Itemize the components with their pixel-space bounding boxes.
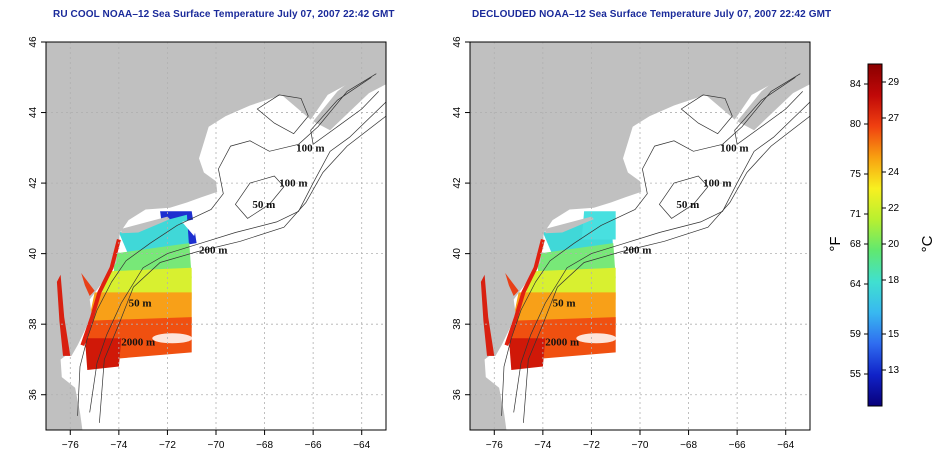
x-tick-label: −72 bbox=[583, 440, 600, 451]
map-layers: 100 m 100 m 50 m 200 m 50 m 2000 m −76 −74 −72 −7… bbox=[452, 36, 811, 451]
x-tick-label: −68 bbox=[680, 440, 697, 451]
x-tick-label: −74 bbox=[534, 440, 551, 451]
coastal-sst bbox=[80, 238, 121, 346]
sst-band bbox=[99, 267, 192, 300]
contour-label: 100 m bbox=[296, 142, 324, 154]
map-title-right: DECLOUDED NOAA–12 Sea Surface Temperatur… bbox=[472, 9, 832, 20]
sst-map-raw: 100 m 100 m 50 m 200 m 50 m 2000 m −76 −74 −72 −7… bbox=[28, 36, 387, 451]
isobath bbox=[77, 73, 377, 416]
x-tick-label: −76 bbox=[486, 440, 503, 451]
isobath bbox=[256, 94, 309, 135]
isobath bbox=[734, 77, 803, 145]
c-tick-label: 18 bbox=[888, 275, 900, 286]
bathymetry-contours bbox=[77, 73, 387, 423]
isobath bbox=[89, 101, 387, 413]
c-tick-label: 29 bbox=[888, 77, 900, 88]
x-tick-label: −64 bbox=[777, 440, 794, 451]
c-tick-label: 13 bbox=[888, 365, 900, 376]
y-tick-label: 46 bbox=[28, 36, 39, 48]
sst-band bbox=[523, 267, 616, 300]
x-tick-label: −72 bbox=[159, 440, 176, 451]
land bbox=[470, 42, 810, 430]
f-tick-label: 71 bbox=[850, 209, 862, 220]
sst-swath bbox=[84, 211, 199, 370]
contour-label: 50 m bbox=[676, 199, 699, 211]
map-layers: 100 m 100 m 50 m 200 m 50 m 2000 m −76 −74 −72 −7… bbox=[28, 36, 387, 451]
bay-sst bbox=[480, 274, 495, 356]
y-tick-label: 44 bbox=[28, 107, 39, 119]
map-svg-left: 100 m 100 m 50 m 200 m 50 m 2000 m −76 −74 −72 −7… bbox=[28, 36, 387, 451]
y-tick-label: 40 bbox=[452, 248, 463, 260]
map-svg-right: 100 m 100 m 50 m 200 m 50 m 2000 m −76 −74 −72 −7… bbox=[452, 36, 811, 451]
contour-label: 50 m bbox=[129, 298, 152, 310]
x-tick-label: −76 bbox=[62, 440, 79, 451]
y-tick-label: 38 bbox=[28, 318, 39, 330]
temperature-colorbar: 29 27 24 22 20 18 15 13 84 80 75 71 68 64 59 55 °F °C bbox=[820, 63, 940, 414]
colorbar-gradient bbox=[867, 63, 883, 407]
bay-sst bbox=[505, 273, 519, 296]
isobath bbox=[310, 77, 379, 145]
y-tick-label: 46 bbox=[452, 36, 463, 48]
map-title-left: RU COOL NOAA–12 Sea Surface Temperature … bbox=[53, 9, 395, 20]
x-tick-label: −66 bbox=[305, 440, 322, 451]
y-tick-label: 44 bbox=[452, 107, 463, 119]
land bbox=[545, 216, 594, 234]
c-tick-label: 20 bbox=[888, 239, 900, 250]
x-tick-label: −70 bbox=[208, 440, 225, 451]
f-tick-label: 64 bbox=[850, 279, 862, 290]
contour-label: 200 m bbox=[199, 245, 227, 257]
x-tick-label: −70 bbox=[632, 440, 649, 451]
c-tick-label: 22 bbox=[888, 203, 900, 214]
sst-map-declouded: 100 m 100 m 50 m 200 m 50 m 2000 m −76 −74 −72 −7… bbox=[452, 36, 811, 451]
bay-sst bbox=[56, 274, 71, 356]
x-tick-label: −64 bbox=[353, 440, 370, 451]
contour-label: 50 m bbox=[252, 199, 275, 211]
f-tick-label: 75 bbox=[850, 169, 862, 180]
isobath bbox=[513, 101, 811, 413]
isobath bbox=[99, 115, 387, 423]
contour-label: 50 m bbox=[553, 298, 576, 310]
f-tick-label: 80 bbox=[850, 119, 862, 130]
land bbox=[46, 42, 386, 430]
c-tick-label: 27 bbox=[888, 113, 900, 124]
contour-label: 2000 m bbox=[545, 336, 579, 348]
unit-celsius: °C bbox=[919, 235, 936, 252]
unit-fahrenheit: °F bbox=[827, 236, 844, 251]
cloud-gap bbox=[182, 218, 199, 236]
bay-sst bbox=[81, 273, 95, 296]
colorbar-svg: 29 27 24 22 20 18 15 13 84 80 75 71 68 64 59 55 °F °C bbox=[827, 63, 936, 407]
isobath bbox=[658, 175, 709, 219]
bathymetry-contours bbox=[501, 73, 811, 423]
contour-label: 100 m bbox=[720, 142, 748, 154]
coastal-sst bbox=[504, 238, 545, 346]
isobath bbox=[680, 94, 733, 135]
y-tick-label: 42 bbox=[452, 177, 463, 189]
x-tick-label: −68 bbox=[256, 440, 273, 451]
contour-label: 100 m bbox=[703, 178, 731, 190]
land bbox=[121, 216, 170, 234]
c-tick-label: 15 bbox=[888, 329, 900, 340]
isobath bbox=[501, 73, 801, 416]
contour-label: 2000 m bbox=[121, 336, 155, 348]
f-tick-label: 84 bbox=[850, 79, 862, 90]
y-tick-label: 36 bbox=[28, 389, 39, 401]
contour-label: 200 m bbox=[623, 245, 651, 257]
f-tick-label: 59 bbox=[850, 329, 862, 340]
cloud-gap bbox=[576, 333, 617, 344]
f-tick-label: 68 bbox=[850, 239, 862, 250]
sst-band bbox=[84, 338, 122, 370]
contour-label: 100 m bbox=[279, 178, 307, 190]
x-tick-label: −74 bbox=[110, 440, 127, 451]
c-tick-label: 24 bbox=[888, 167, 900, 178]
y-tick-label: 42 bbox=[28, 177, 39, 189]
f-tick-label: 55 bbox=[850, 369, 862, 380]
isobath bbox=[523, 115, 811, 423]
y-tick-label: 38 bbox=[452, 318, 463, 330]
cloud-gap bbox=[152, 333, 193, 344]
sst-band bbox=[508, 338, 546, 370]
isobath bbox=[234, 175, 285, 219]
y-tick-label: 36 bbox=[452, 389, 463, 401]
x-tick-label: −66 bbox=[729, 440, 746, 451]
y-tick-label: 40 bbox=[28, 248, 39, 260]
